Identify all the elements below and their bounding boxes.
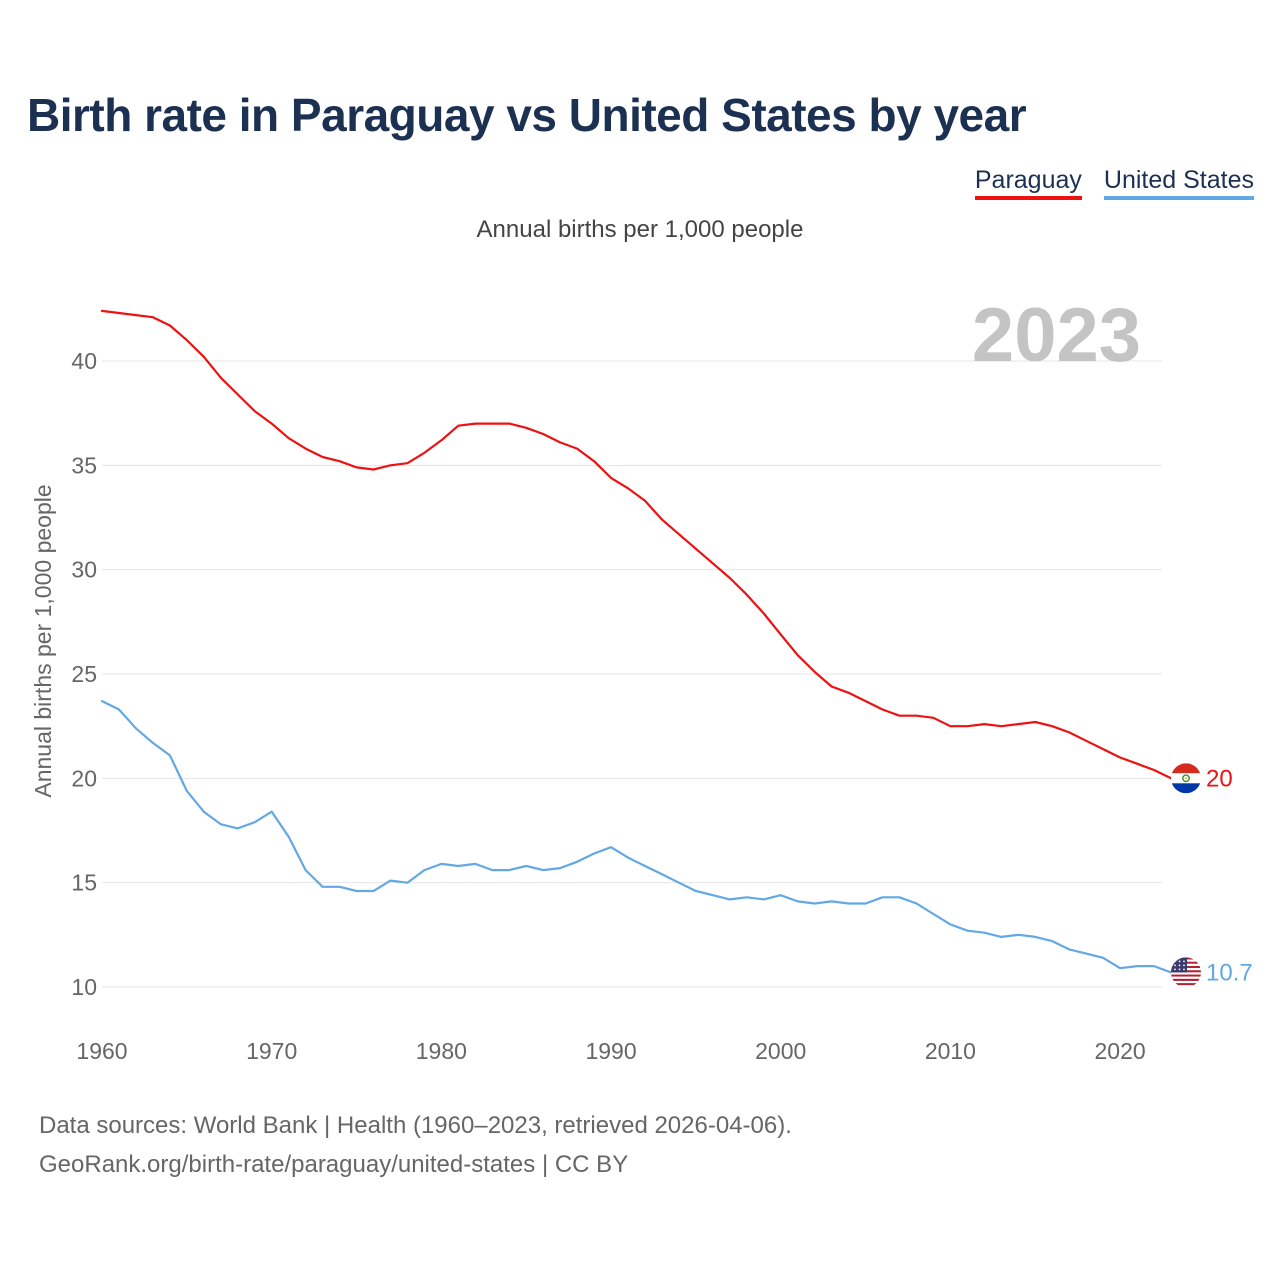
x-tick-label: 1970	[246, 1038, 297, 1064]
y-axis-label: Annual births per 1,000 people	[30, 484, 56, 797]
y-tick-label: 15	[71, 870, 97, 896]
y-tick-label: 10	[71, 974, 97, 1000]
x-tick-label: 2010	[925, 1038, 976, 1064]
y-tick-label: 25	[71, 661, 97, 687]
series-line-paraguay	[100, 309, 1173, 780]
legend-item-united-states[interactable]: United States	[1103, 165, 1254, 200]
x-tick-label: 1990	[585, 1038, 636, 1064]
x-tick-label: 2000	[755, 1038, 806, 1064]
year-watermark: 2023	[972, 293, 1141, 378]
x-tick-label: 1960	[76, 1038, 127, 1064]
x-tick-label: 2020	[1095, 1038, 1146, 1064]
end-value-label-united-states: 10.7	[1206, 959, 1253, 986]
paraguay-flag-icon	[1171, 763, 1201, 794]
usa-flag-icon	[1171, 957, 1201, 988]
y-tick-label: 40	[71, 348, 97, 374]
legend: Paraguay United States	[974, 165, 1254, 200]
y-tick-label: 30	[71, 557, 97, 583]
series-line-united-states	[100, 699, 1173, 974]
x-tick-label: 1980	[416, 1038, 467, 1064]
legend-item-paraguay[interactable]: Paraguay	[974, 165, 1082, 200]
chart-title: Birth rate in Paraguay vs United States …	[27, 89, 1027, 141]
data-source-note: Data sources: World Bank | Health (1960–…	[39, 1112, 792, 1139]
source-link[interactable]: GeoRank.org/birth-rate/paraguay/united-s…	[39, 1151, 629, 1178]
y-tick-label: 20	[71, 765, 97, 791]
footer: Data sources: World Bank | Health (1960–…	[39, 1106, 792, 1184]
chart-subtitle: Annual births per 1,000 people	[476, 216, 804, 243]
end-value-label-paraguay: 20	[1206, 765, 1233, 792]
y-tick-label: 35	[71, 452, 97, 478]
